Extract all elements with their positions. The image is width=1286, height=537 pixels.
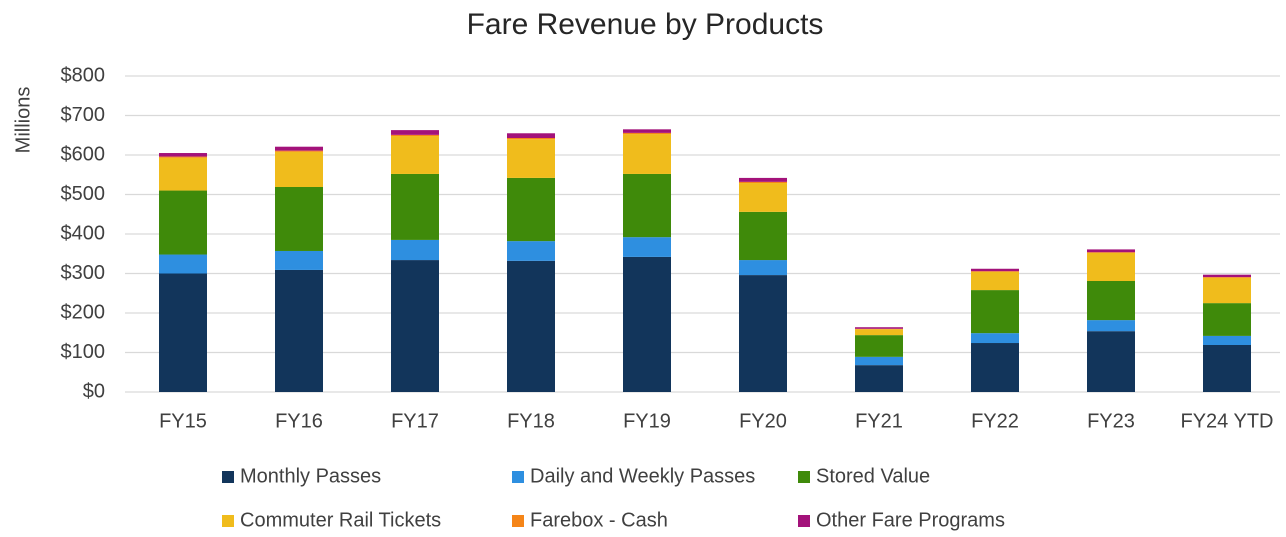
y-tick-label: $800: [61, 64, 106, 86]
y-tick-label: $200: [61, 301, 106, 323]
y-tick-label: $300: [61, 262, 106, 284]
y-tick-label: $500: [61, 183, 106, 205]
bar-segment: [1087, 320, 1135, 332]
y-tick-label: $0: [83, 380, 105, 402]
legend-label: Other Fare Programs: [816, 509, 1005, 531]
bar-segment: [739, 211, 787, 261]
bar-segment: [739, 181, 787, 184]
x-tick-label: FY21: [855, 410, 903, 432]
legend-swatch: [222, 471, 234, 483]
bar-segment: [971, 290, 1019, 334]
legend-swatch: [222, 515, 234, 527]
bar-segment: [739, 260, 787, 276]
x-tick-label: FY17: [391, 410, 439, 432]
legend-swatch: [798, 515, 810, 527]
legend-swatch: [512, 515, 524, 527]
bar-segment: [1203, 277, 1251, 278]
bar-segment: [1203, 274, 1251, 278]
bar-segment: [507, 177, 555, 242]
bar-segment: [507, 138, 555, 140]
bar-segment: [1087, 252, 1135, 282]
bar-segment: [159, 254, 207, 274]
legend-label: Daily and Weekly Passes: [530, 465, 755, 487]
bar-segment: [391, 260, 439, 392]
bar-segment: [739, 183, 787, 212]
bar-segment: [971, 271, 1019, 272]
bar-segment: [159, 273, 207, 392]
legend-swatch: [512, 471, 524, 483]
bar-segment: [855, 365, 903, 392]
bar-segment: [275, 151, 323, 187]
bar-segment: [739, 275, 787, 392]
bar-segment: [971, 271, 1019, 291]
bar-segment: [275, 269, 323, 392]
x-tick-label: FY19: [623, 410, 671, 432]
x-tick-label: FY20: [739, 410, 787, 432]
x-tick-label: FY16: [275, 410, 323, 432]
bar-segment: [971, 268, 1019, 272]
x-tick-label: FY22: [971, 410, 1019, 432]
bar-segment: [159, 153, 207, 157]
legend-label: Farebox - Cash: [530, 509, 668, 531]
bar-segment: [275, 250, 323, 270]
bar-segment: [855, 335, 903, 357]
y-tick-label: $100: [61, 341, 106, 363]
bar-segment: [159, 157, 207, 191]
y-tick-label: $700: [61, 104, 106, 126]
bar-segment: [855, 329, 903, 336]
bar-segment: [275, 186, 323, 251]
bar-segment: [739, 177, 787, 182]
bar-segment: [391, 134, 439, 137]
bar-segment: [623, 129, 671, 133]
bar-segment: [623, 134, 671, 174]
legend-swatch: [798, 471, 810, 483]
bar-segment: [1203, 335, 1251, 345]
bar-segment: [971, 343, 1019, 392]
bar-segment: [1203, 277, 1251, 304]
x-tick-label: FY24 YTD: [1181, 410, 1274, 432]
bar-segment: [1087, 331, 1135, 392]
x-tick-label: FY23: [1087, 410, 1135, 432]
y-tick-label: $400: [61, 222, 106, 244]
bar-segment: [391, 130, 439, 135]
bar-segment: [855, 327, 903, 329]
bar-segment: [855, 356, 903, 366]
bar-segment: [507, 260, 555, 392]
bar-segment: [159, 156, 207, 158]
bar-segment: [971, 333, 1019, 344]
x-tick-label: FY18: [507, 410, 555, 432]
chart-title: Fare Revenue by Products: [467, 8, 824, 41]
x-tick-label: FY15: [159, 410, 207, 432]
bar-segment: [275, 150, 323, 152]
bar-segment: [1087, 281, 1135, 321]
y-tick-label: $600: [61, 143, 106, 165]
bar-segment: [623, 132, 671, 135]
bar-segment: [623, 173, 671, 238]
legend-label: Commuter Rail Tickets: [240, 509, 441, 531]
legend-label: Monthly Passes: [240, 465, 381, 487]
bar-segment: [1203, 303, 1251, 336]
bar-segment: [1203, 344, 1251, 392]
bar-segment: [507, 241, 555, 261]
bar-segment: [391, 136, 439, 174]
bar-segment: [623, 256, 671, 392]
bar-segment: [1087, 249, 1135, 253]
bar-segment: [507, 139, 555, 178]
bar-segment: [391, 173, 439, 240]
bar-segment: [391, 239, 439, 261]
legend-label: Stored Value: [816, 465, 930, 487]
y-axis-label: Millions: [12, 87, 34, 154]
bar-segment: [507, 133, 555, 139]
bar-segment: [623, 237, 671, 257]
bar-segment: [1087, 252, 1135, 253]
bar-segment: [159, 190, 207, 255]
bar-segment: [275, 146, 323, 151]
